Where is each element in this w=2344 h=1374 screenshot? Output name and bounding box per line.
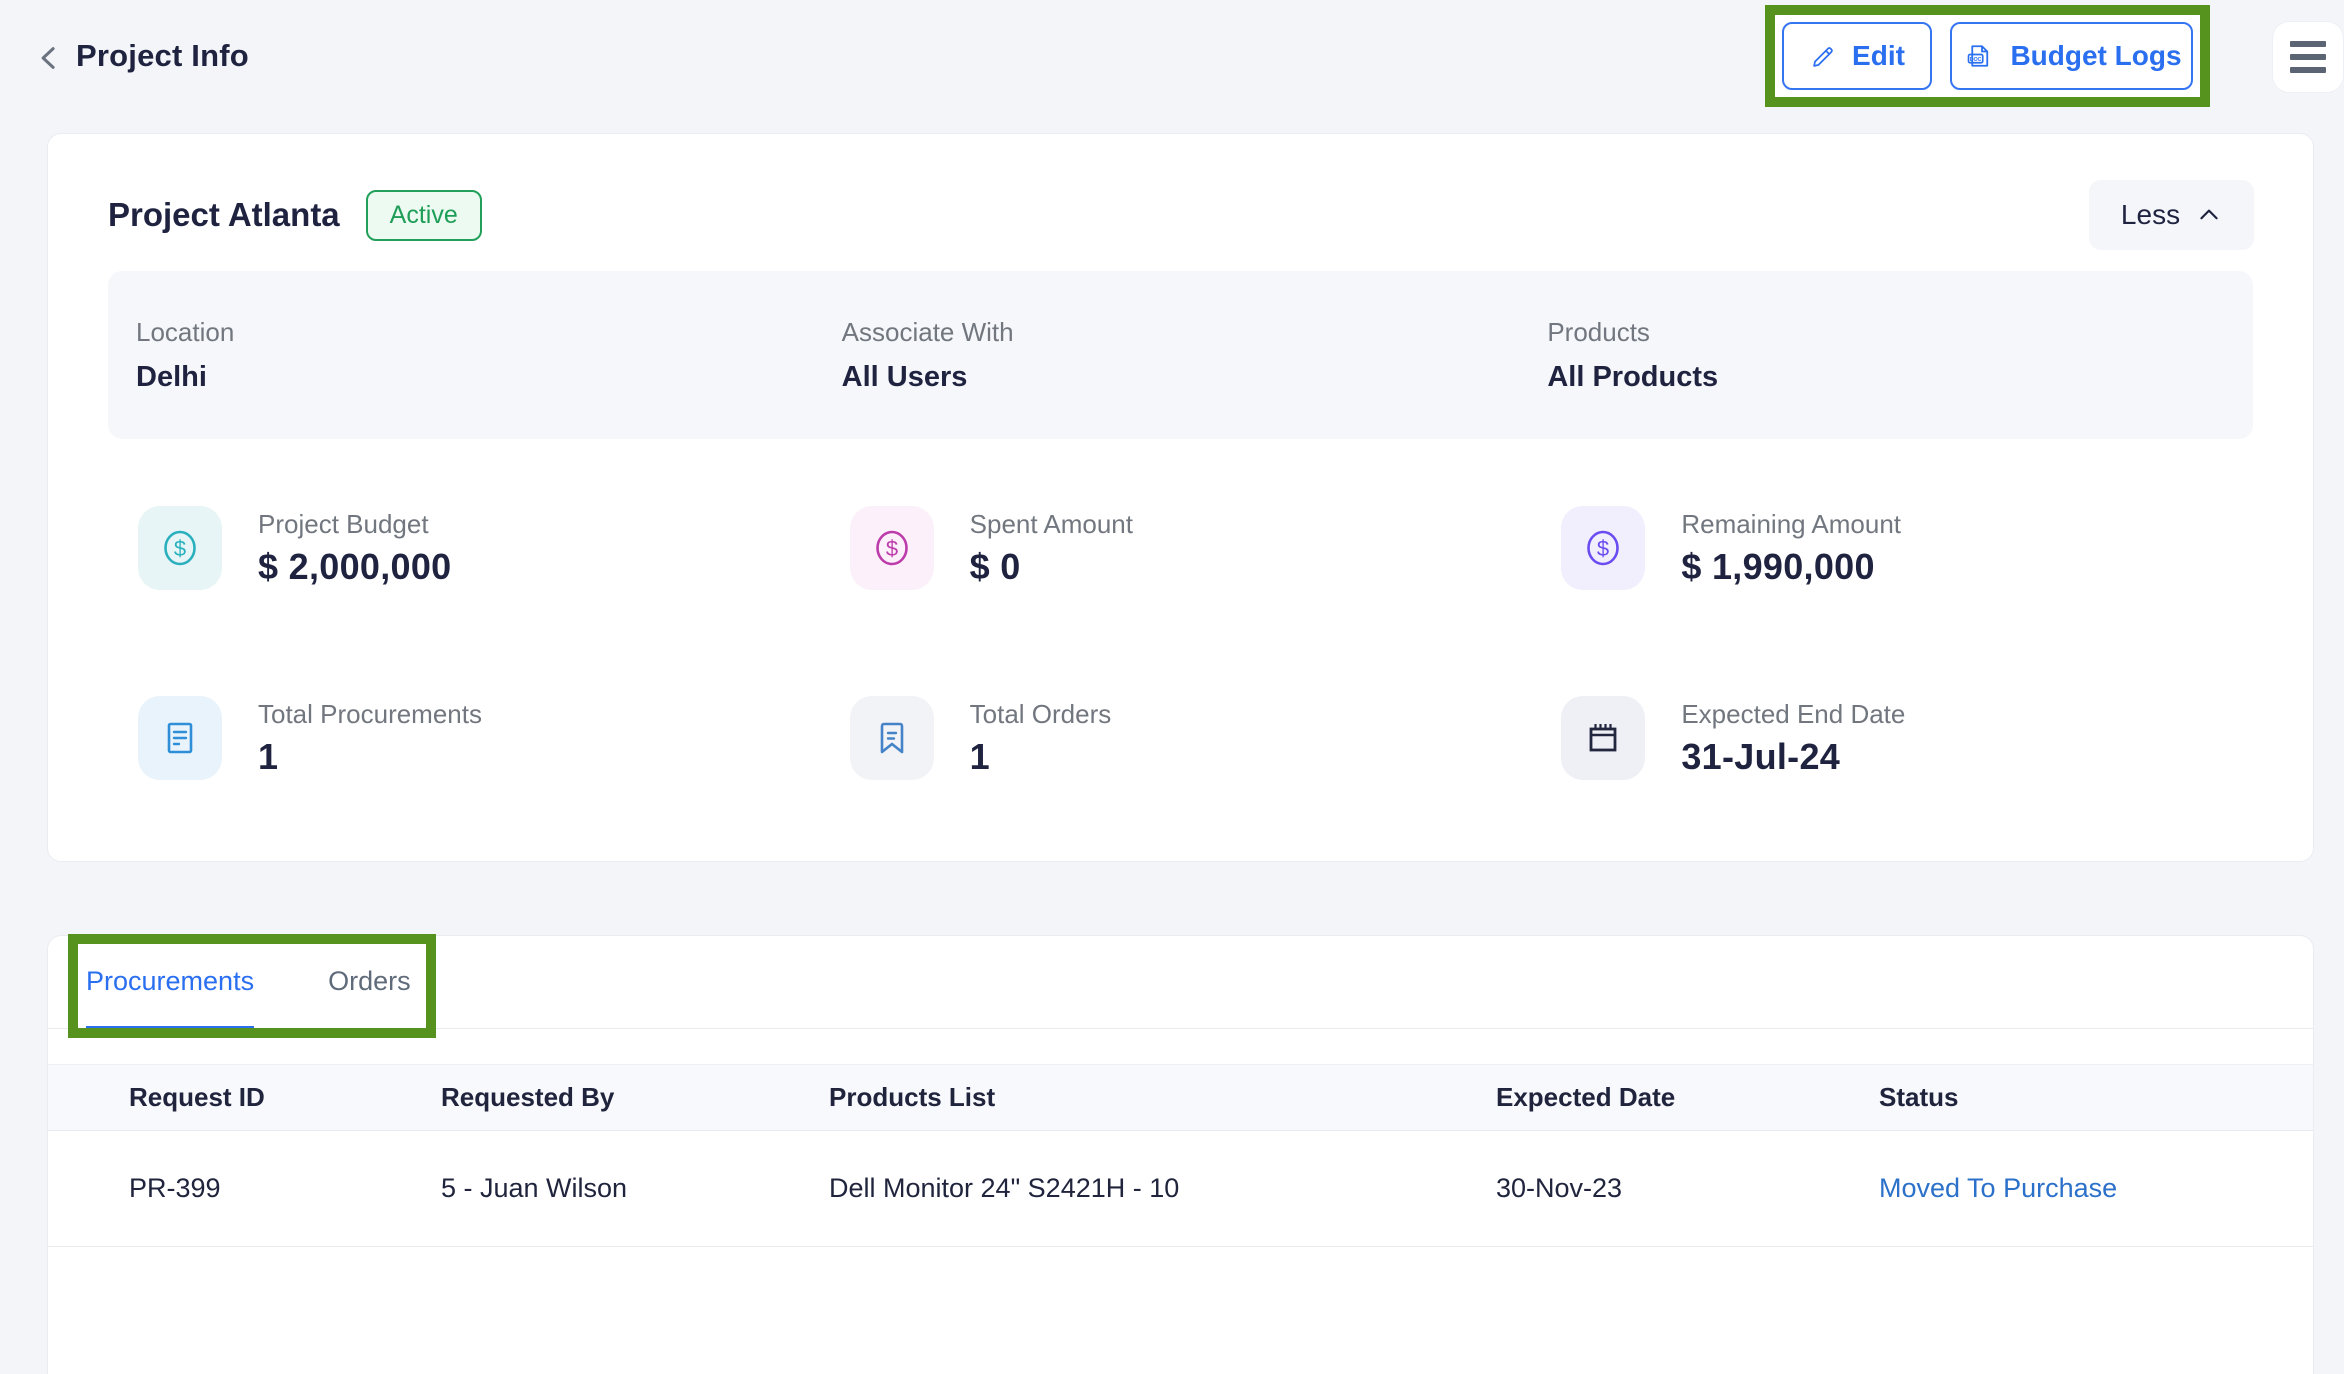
- dollar-circle-icon: $: [849, 506, 934, 590]
- column-header-status: Status: [1879, 1082, 1959, 1112]
- tab-orders[interactable]: Orders: [328, 965, 411, 996]
- column-header-request-id: Request ID: [129, 1082, 265, 1112]
- status-badge: Active: [365, 189, 482, 241]
- hamburger-menu-button[interactable]: [2273, 22, 2343, 92]
- stat-label: Total Orders: [969, 698, 1112, 729]
- collapse-toggle-button[interactable]: Less: [2089, 180, 2254, 250]
- edit-button-label: Edit: [1852, 40, 1905, 71]
- project-stats-grid: $ Project Budget $ 2,000,000 $ Spent Amo…: [138, 506, 2273, 780]
- info-label: Products: [1547, 316, 1650, 347]
- stat-spent-amount: $ Spent Amount $ 0: [849, 506, 1562, 590]
- stat-label: Remaining Amount: [1681, 508, 1902, 539]
- cell-requested-by: 5 - Juan Wilson: [441, 1173, 628, 1203]
- back-button[interactable]: [28, 36, 72, 80]
- tab-procurements[interactable]: Procurements: [86, 936, 255, 1030]
- stat-label: Spent Amount: [969, 508, 1133, 539]
- stat-project-budget: $ Project Budget $ 2,000,000: [138, 506, 850, 590]
- column-header-expected-date: Expected Date: [1496, 1082, 1676, 1112]
- info-products: Products All Products: [1547, 317, 2253, 394]
- stat-value: 31-Jul-24: [1681, 735, 1841, 777]
- stat-label: Project Budget: [258, 508, 429, 539]
- svg-text:$: $: [174, 536, 186, 561]
- table-header-row: Request ID Requested By Products List Ex…: [48, 1064, 2313, 1131]
- stat-total-orders: Total Orders 1: [849, 696, 1562, 780]
- status-link[interactable]: Moved To Purchase: [1879, 1173, 2118, 1203]
- budget-doc-icon: DOC: [1961, 38, 1997, 74]
- project-info-panel: Location Delhi Associate With All Users …: [108, 271, 2253, 439]
- info-value: All Products: [1547, 360, 1719, 393]
- cell-expected-date: 30-Nov-23: [1496, 1173, 1623, 1203]
- stat-label: Expected End Date: [1681, 698, 1906, 729]
- page-title: Project Info: [76, 38, 249, 73]
- pencil-icon: [1809, 41, 1839, 71]
- budget-logs-button[interactable]: DOC Budget Logs: [1950, 22, 2193, 90]
- svg-text:$: $: [886, 536, 898, 561]
- dollar-circle-icon: $: [138, 506, 222, 590]
- info-label: Associate With: [841, 316, 1014, 347]
- stat-label: Total Procurements: [258, 698, 482, 729]
- stat-value: $ 0: [969, 545, 1021, 587]
- document-lines-icon: [138, 696, 222, 780]
- bookmark-icon: [849, 696, 934, 780]
- column-header-products-list: Products List: [829, 1082, 996, 1112]
- project-summary-header: Project Atlanta Active Less: [108, 179, 2254, 251]
- column-header-requested-by: Requested By: [441, 1082, 615, 1112]
- cell-products-list: Dell Monitor 24" S2421H - 10: [829, 1173, 1180, 1203]
- budget-logs-button-label: Budget Logs: [2010, 40, 2182, 71]
- procurements-table: Request ID Requested By Products List Ex…: [48, 1064, 2313, 1247]
- edit-button[interactable]: Edit: [1782, 22, 1932, 90]
- info-associate-with: Associate With All Users: [842, 317, 1548, 394]
- collapse-toggle-label: Less: [2120, 199, 2181, 230]
- chevron-up-icon: [2196, 202, 2222, 228]
- doc-icon-label: DOC: [1970, 57, 1982, 63]
- project-summary-card: Project Atlanta Active Less Location Del…: [47, 133, 2314, 862]
- stat-value: $ 1,990,000: [1681, 545, 1875, 587]
- info-value: Delhi: [136, 360, 207, 393]
- tabs-bar: Procurements Orders: [48, 934, 2313, 1038]
- procurements-card: Procurements Orders Request ID Requested…: [47, 934, 2314, 1374]
- svg-text:$: $: [1597, 536, 1609, 561]
- stat-value: 1: [258, 735, 279, 777]
- annotation-box-header-actions: Edit DOC Budget Logs: [1765, 5, 2210, 107]
- hamburger-icon: [2290, 41, 2326, 47]
- table-row[interactable]: PR-399 5 - Juan Wilson Dell Monitor 24" …: [48, 1130, 2313, 1247]
- info-value: All Users: [841, 360, 968, 393]
- project-name: Project Atlanta: [108, 196, 340, 233]
- info-label: Location: [136, 316, 235, 347]
- stat-value: $ 2,000,000: [258, 545, 452, 587]
- cell-request-id: PR-399: [129, 1173, 221, 1203]
- chevron-left-icon: [35, 43, 65, 73]
- stat-remaining-amount: $ Remaining Amount $ 1,990,000: [1561, 506, 2273, 590]
- stat-total-procurements: Total Procurements 1: [138, 696, 850, 780]
- stat-expected-end-date: Expected End Date 31-Jul-24: [1561, 696, 2273, 780]
- stat-value: 1: [969, 735, 990, 777]
- dollar-circle-icon: $: [1561, 506, 1646, 590]
- info-location: Location Delhi: [136, 317, 842, 394]
- calendar-icon: [1561, 696, 1646, 780]
